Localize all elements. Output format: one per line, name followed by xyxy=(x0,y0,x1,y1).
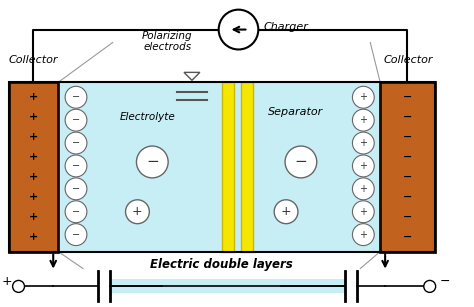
Text: Electrolyte: Electrolyte xyxy=(119,112,175,122)
Circle shape xyxy=(353,178,374,200)
Text: −: − xyxy=(439,275,450,288)
Circle shape xyxy=(65,132,87,154)
Circle shape xyxy=(65,86,87,108)
Circle shape xyxy=(65,109,87,131)
Text: −: − xyxy=(72,115,80,125)
Circle shape xyxy=(65,224,87,246)
Text: +: + xyxy=(359,230,367,240)
Text: −: − xyxy=(403,112,412,122)
Circle shape xyxy=(424,280,436,292)
Text: −: − xyxy=(294,154,307,169)
Bar xyxy=(9,82,58,251)
Text: −: − xyxy=(403,231,412,242)
Circle shape xyxy=(353,86,374,108)
Circle shape xyxy=(285,146,317,178)
Bar xyxy=(58,82,380,251)
Circle shape xyxy=(65,201,87,223)
Circle shape xyxy=(65,155,87,177)
Text: Separator: Separator xyxy=(268,107,324,117)
Text: +: + xyxy=(29,92,38,102)
Text: +: + xyxy=(281,205,292,218)
Polygon shape xyxy=(184,72,200,80)
Text: +: + xyxy=(29,112,38,122)
Text: +: + xyxy=(1,275,12,288)
Circle shape xyxy=(126,200,149,224)
Text: −: − xyxy=(403,132,412,142)
Text: −: − xyxy=(403,192,412,202)
Bar xyxy=(222,82,234,251)
Circle shape xyxy=(353,132,374,154)
Bar xyxy=(9,82,435,251)
Text: +: + xyxy=(29,212,38,222)
Text: −: − xyxy=(72,138,80,148)
Text: Collector: Collector xyxy=(9,55,58,65)
Text: Collector: Collector xyxy=(383,55,433,65)
Text: −: − xyxy=(72,207,80,217)
Circle shape xyxy=(137,146,168,178)
Circle shape xyxy=(353,155,374,177)
Circle shape xyxy=(353,201,374,223)
Text: −: − xyxy=(403,212,412,222)
Circle shape xyxy=(65,178,87,200)
Text: +: + xyxy=(29,152,38,162)
Bar xyxy=(109,279,346,293)
Text: +: + xyxy=(359,184,367,194)
Text: −: − xyxy=(72,92,80,102)
Text: +: + xyxy=(359,161,367,171)
Text: +: + xyxy=(359,115,367,125)
Circle shape xyxy=(353,224,374,246)
Text: −: − xyxy=(146,154,159,169)
Text: +: + xyxy=(359,207,367,217)
Circle shape xyxy=(13,280,25,292)
Text: Electric double layers: Electric double layers xyxy=(150,258,293,271)
Circle shape xyxy=(219,10,258,49)
Text: −: − xyxy=(403,152,412,162)
Text: +: + xyxy=(29,192,38,202)
Text: Charger: Charger xyxy=(263,21,308,32)
Text: +: + xyxy=(29,132,38,142)
Circle shape xyxy=(274,200,298,224)
Text: +: + xyxy=(29,231,38,242)
Text: −: − xyxy=(403,172,412,182)
Text: +: + xyxy=(359,138,367,148)
Text: −: − xyxy=(72,161,80,171)
Circle shape xyxy=(353,109,374,131)
Text: +: + xyxy=(29,172,38,182)
Text: Polarizing
electrods: Polarizing electrods xyxy=(142,31,192,52)
Bar xyxy=(241,82,254,251)
Text: +: + xyxy=(359,92,367,102)
Text: −: − xyxy=(403,92,412,102)
Text: −: − xyxy=(72,184,80,194)
Text: +: + xyxy=(132,205,143,218)
Bar xyxy=(380,82,435,251)
Text: −: − xyxy=(72,230,80,240)
